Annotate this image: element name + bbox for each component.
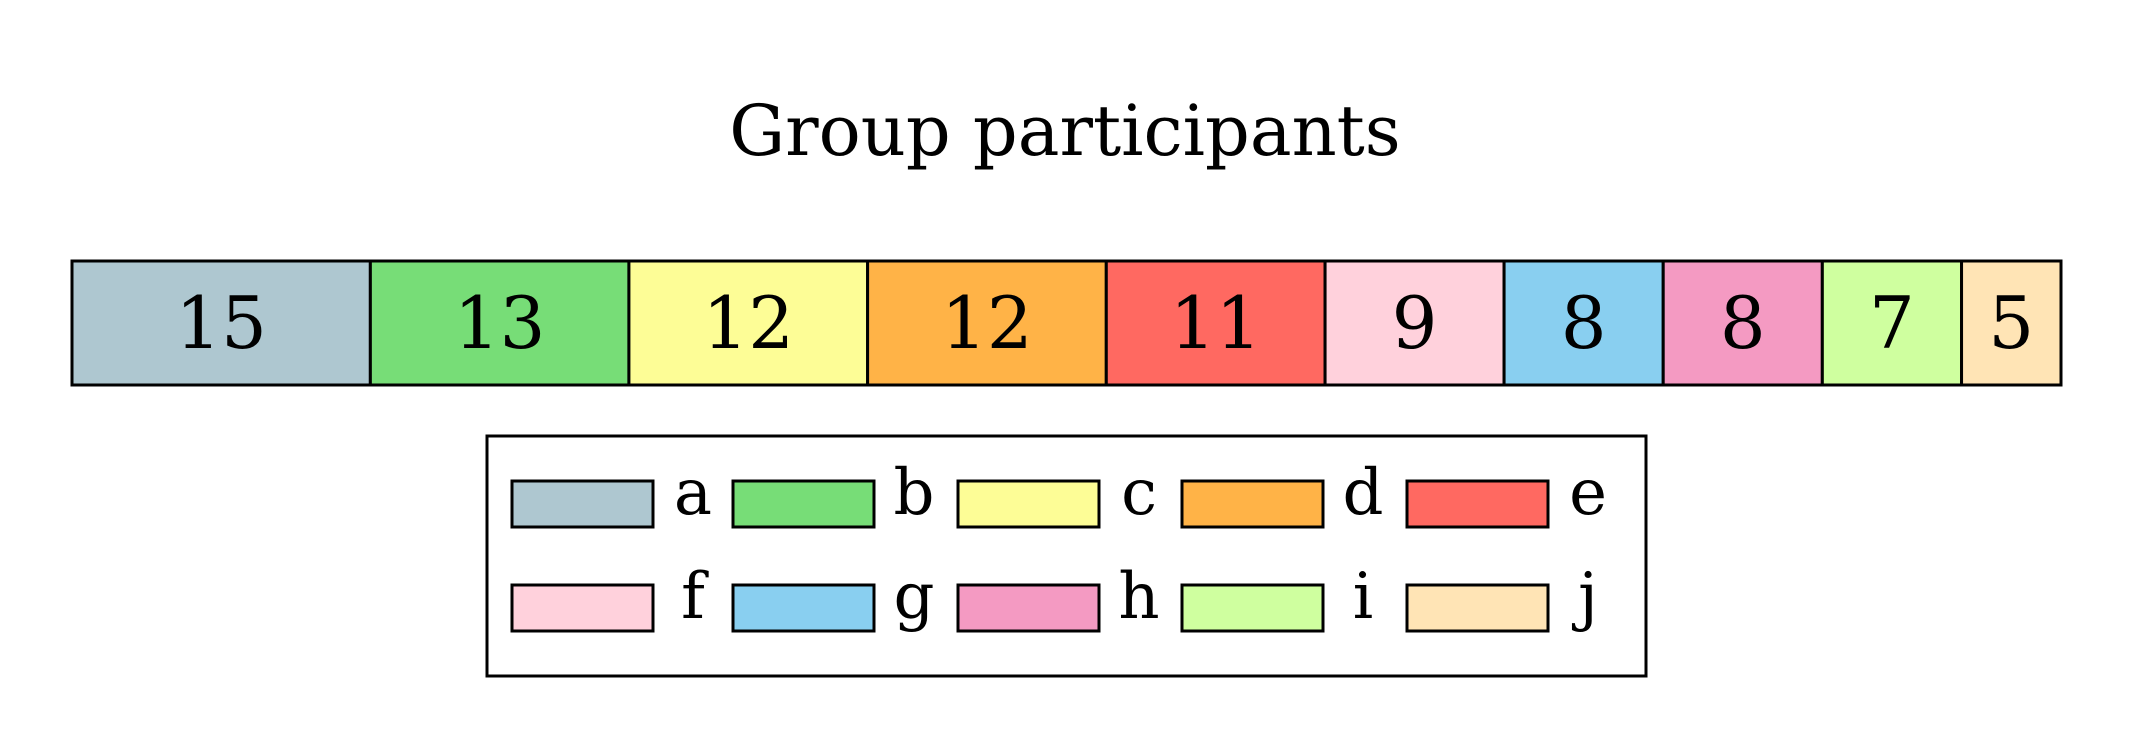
bar-segment-g <box>1502 259 1665 387</box>
legend-swatch-g <box>731 583 876 633</box>
legend-label-g: g <box>894 560 935 634</box>
chart-title: Group participants <box>729 90 1400 172</box>
bar-segment-j <box>1960 259 2063 387</box>
legend-label-b: b <box>894 456 935 530</box>
legend-swatch-c <box>956 479 1101 529</box>
bar-label-a: 15 <box>175 281 267 365</box>
legend-swatch-b <box>731 479 876 529</box>
bar-segments: 15 13 12 12 11 9 8 8 7 5 <box>70 259 2063 387</box>
bar-segment-h <box>1661 259 1824 387</box>
bar-segment-a <box>70 259 372 387</box>
legend-frame <box>485 434 1648 678</box>
bar-label-g: 8 <box>1561 281 1607 365</box>
bar-label-b: 13 <box>454 281 546 365</box>
legend-swatch-f <box>510 583 655 633</box>
legend-label-h: h <box>1118 560 1159 634</box>
bar-segment-c <box>627 259 870 387</box>
legend-label-a: a <box>674 456 712 530</box>
legend-label-f: f <box>681 560 709 634</box>
bar-segment-f <box>1323 259 1506 387</box>
legend-label-e: e <box>1569 456 1607 530</box>
bar-segment-b <box>368 259 631 387</box>
bar-label-i: 7 <box>1869 281 1915 365</box>
bar-segment-e <box>1104 259 1327 387</box>
bar-label-c: 12 <box>702 281 794 365</box>
legend-label-c: c <box>1121 456 1157 530</box>
legend-swatch-a <box>510 479 655 529</box>
legend-swatch-j <box>1405 583 1550 633</box>
legend-label-i: i <box>1353 560 1373 634</box>
bar-label-d: 12 <box>941 281 1033 365</box>
bar-label-f: 9 <box>1392 281 1438 365</box>
legend: a b c d ef g h i j <box>485 434 1648 678</box>
legend-swatch-i <box>1180 583 1325 633</box>
legend-swatch-d <box>1180 479 1325 529</box>
legend-label-d: d <box>1343 456 1384 530</box>
bar-segment-i <box>1820 259 1964 387</box>
bar-label-e: 11 <box>1170 281 1262 365</box>
legend-swatch-e <box>1405 479 1550 529</box>
bar-label-h: 8 <box>1720 281 1766 365</box>
legend-swatch-h <box>956 583 1101 633</box>
bar-label-j: 5 <box>1988 281 2034 365</box>
